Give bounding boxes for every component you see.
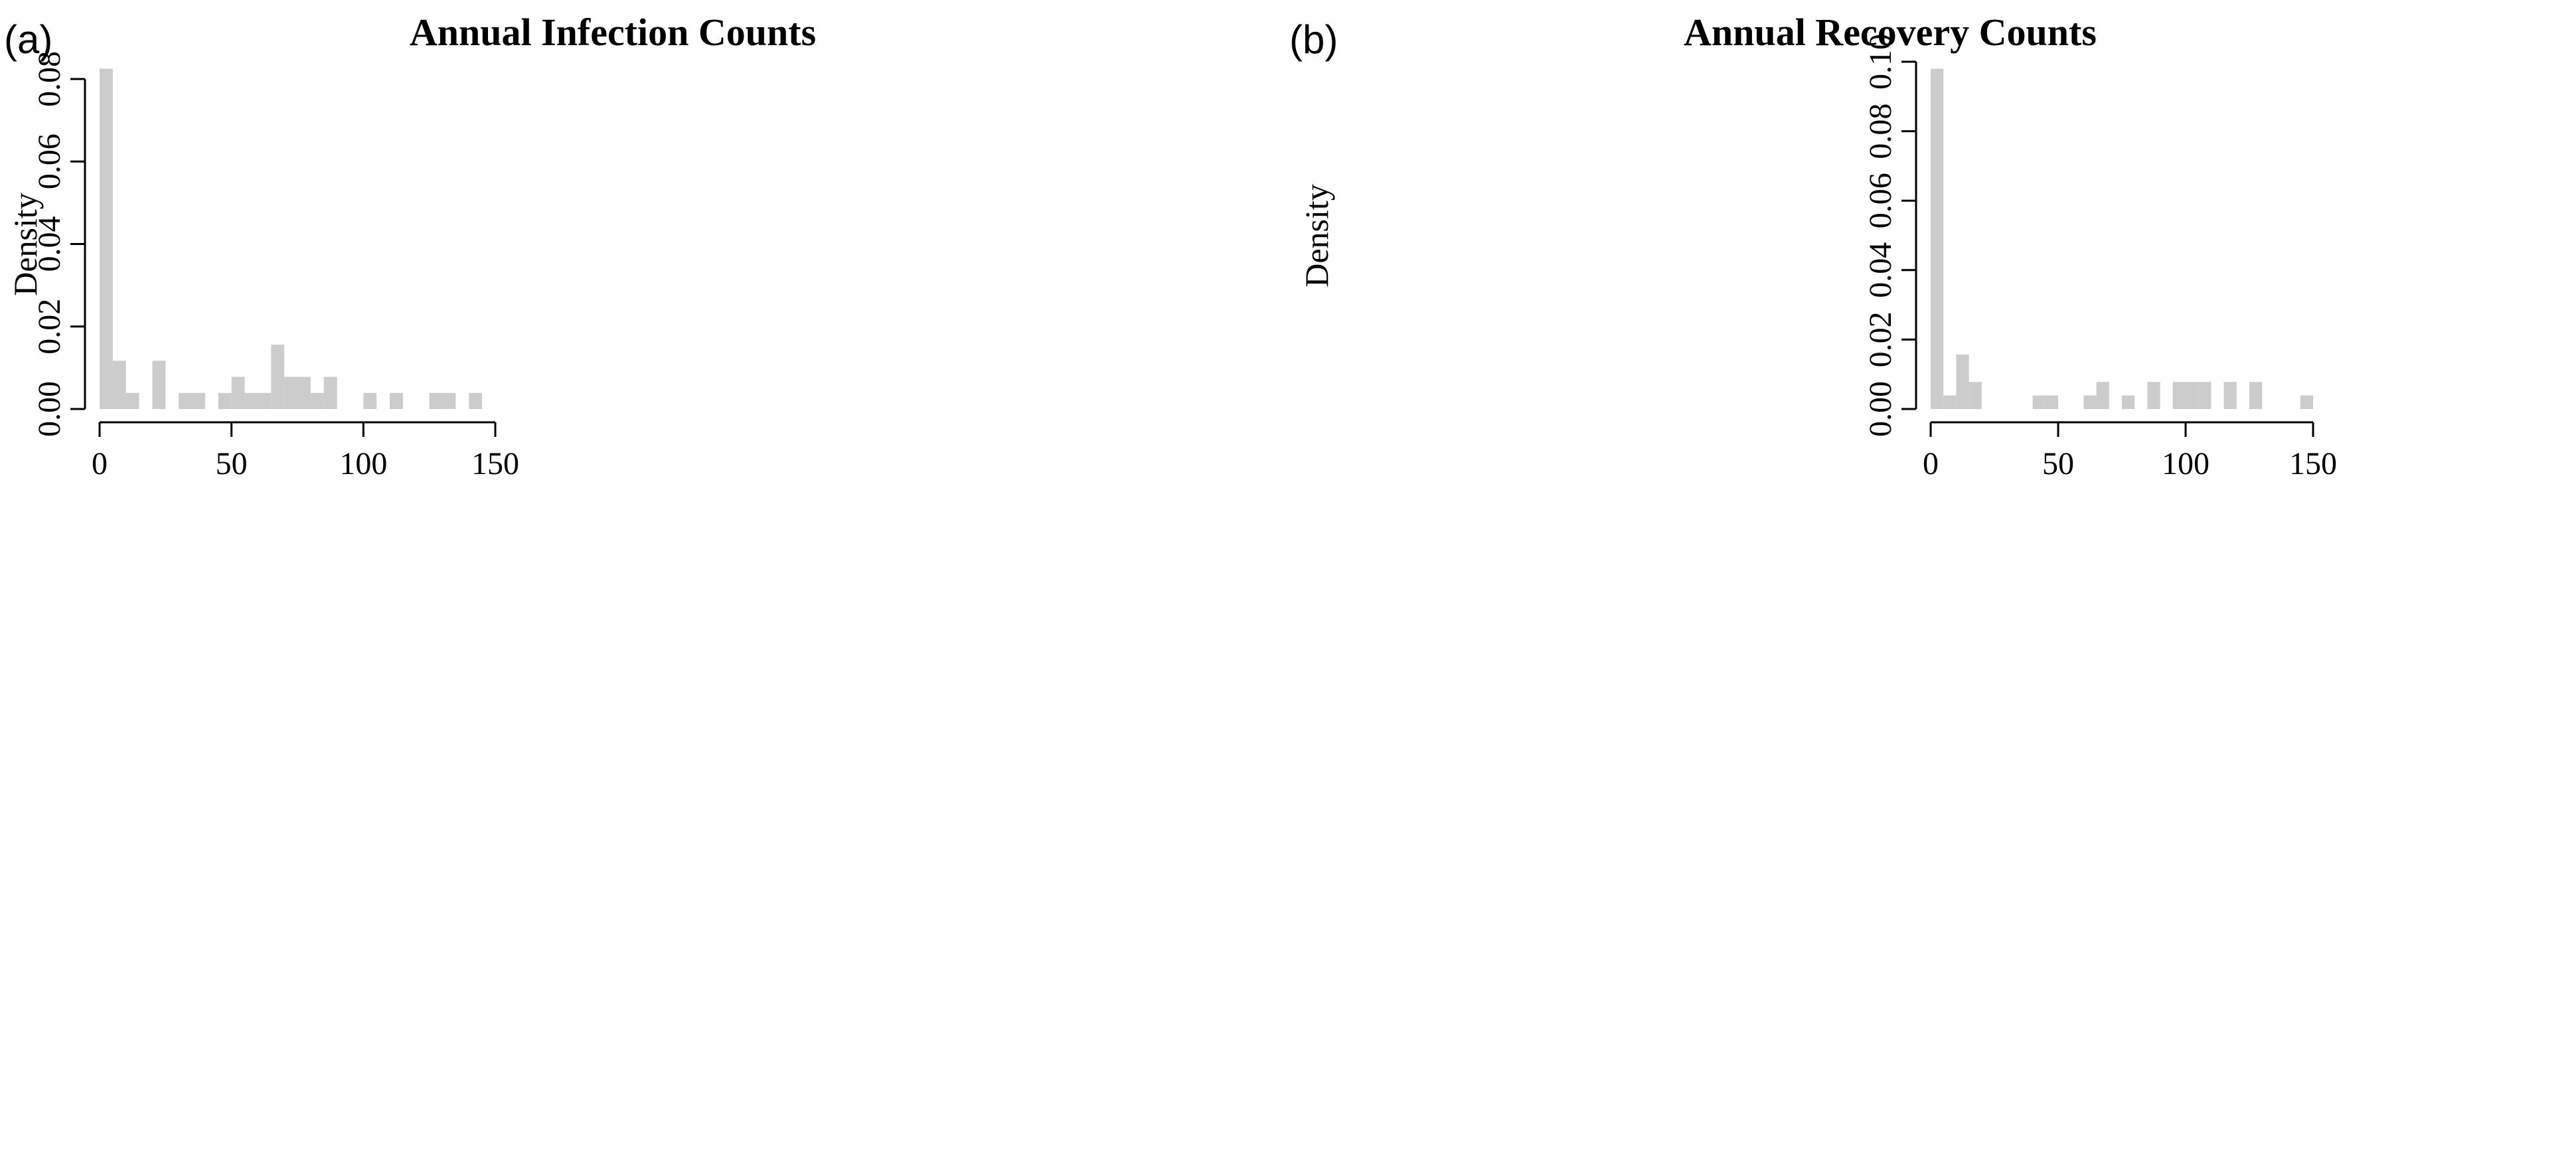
panel-label: (a) xyxy=(4,17,52,62)
histogram-bar-5-10 xyxy=(112,361,126,409)
y-tick-label: 0.00 xyxy=(1863,381,1898,437)
histogram-bar-35-40 xyxy=(192,392,205,409)
histogram-bar-55-60 xyxy=(244,392,258,409)
histogram-bar-95-100 xyxy=(2172,382,2186,409)
histogram-bar-75-80 xyxy=(297,376,311,409)
chart-title: Annual Infection Counts xyxy=(410,11,816,54)
panel-label: (b) xyxy=(1289,17,1338,62)
x-tick-label: 150 xyxy=(471,446,519,481)
histogram-bar-70-75 xyxy=(284,376,297,409)
x-tick-label: 100 xyxy=(2162,446,2210,481)
x-tick-label: 0 xyxy=(1923,446,1939,481)
histogram-bar-140-145 xyxy=(469,392,483,409)
histogram-bar-145-150 xyxy=(2300,395,2313,409)
histogram-bar-65-70 xyxy=(2096,382,2109,409)
histogram-bar-10-15 xyxy=(1956,354,1969,409)
histogram-bar-105-110 xyxy=(2198,382,2212,409)
chart-title: Annual Recovery Counts xyxy=(1684,11,2097,54)
histogram-bar-110-115 xyxy=(390,392,403,409)
histogram-bar-50-55 xyxy=(231,376,245,409)
y-tick-label: 0.06 xyxy=(1863,173,1898,228)
histogram-bar-10-15 xyxy=(125,392,139,409)
histogram-bars xyxy=(1931,68,2313,409)
axes: 0 50 100 150 0.00 0.02 0.04 0.06 0.08 0.10 xyxy=(1863,34,2337,481)
y-axis-title: Density xyxy=(1298,184,1335,288)
x-tick-label: 150 xyxy=(2289,446,2337,481)
recovery-histogram-chart: (b) Annual Recovery Counts Density 0 50 10… xyxy=(1289,11,2337,481)
histogram-panel-b: (b) Annual Recovery Counts Density 0 50 10… xyxy=(1288,0,2576,1150)
histogram-bar-45-50 xyxy=(218,392,232,409)
histogram-bar-65-70 xyxy=(271,345,285,409)
histogram-bar-85-90 xyxy=(2147,382,2160,409)
y-tick-label: 0.02 xyxy=(1863,311,1898,367)
histogram-bar-75-80 xyxy=(2122,395,2135,409)
histogram-bar-15-20 xyxy=(1969,382,1982,409)
y-tick-label: 0.02 xyxy=(32,299,67,355)
histogram-bar-60-65 xyxy=(258,392,272,409)
histogram-bar-125-130 xyxy=(429,392,443,409)
histogram-bar-30-35 xyxy=(179,392,193,409)
histogram-bar-115-120 xyxy=(2223,382,2237,409)
histogram-bar-130-135 xyxy=(442,392,456,409)
x-tick-label: 50 xyxy=(2042,446,2074,481)
x-tick-label: 100 xyxy=(339,446,387,481)
histogram-bar-5-10 xyxy=(1943,395,1957,409)
y-tick-label: 0.08 xyxy=(1863,104,1898,159)
y-tick-label: 0.08 xyxy=(32,51,67,107)
histogram-bar-40-45 xyxy=(2032,395,2046,409)
histogram-bar-100-105 xyxy=(363,392,377,409)
y-tick-label: 0.06 xyxy=(32,133,67,189)
y-tick-label: 0.04 xyxy=(1863,242,1898,298)
histogram-bar-100-105 xyxy=(2186,382,2199,409)
axes: 0 50 100 150 0.00 0.02 0.04 0.06 0.08 xyxy=(32,51,519,481)
histogram-panel-a: (a) Annual Infection Counts Density 0 50 1… xyxy=(4,11,816,481)
y-tick-label: 0.00 xyxy=(32,381,67,437)
histogram-bar-125-130 xyxy=(2249,382,2263,409)
x-tick-label: 0 xyxy=(92,446,108,481)
histogram-bar-20-25 xyxy=(152,361,166,409)
x-tick-label: 50 xyxy=(216,446,248,481)
histogram-bar-85-90 xyxy=(323,376,337,409)
y-axis-title: Density xyxy=(7,193,44,296)
y-tick-label: 0.04 xyxy=(32,216,67,272)
histogram-bar-80-85 xyxy=(310,392,324,409)
histogram-bar-0-5 xyxy=(100,68,113,409)
histogram-bar-0-5 xyxy=(1931,68,1944,409)
y-tick-label: 0.10 xyxy=(1863,34,1898,90)
histogram-bar-60-65 xyxy=(2083,395,2097,409)
histogram-bars xyxy=(100,68,483,409)
infection-histogram-chart: (a) Annual Infection Counts Density 0 50 1… xyxy=(4,11,816,481)
histogram-bar-45-50 xyxy=(2045,395,2058,409)
